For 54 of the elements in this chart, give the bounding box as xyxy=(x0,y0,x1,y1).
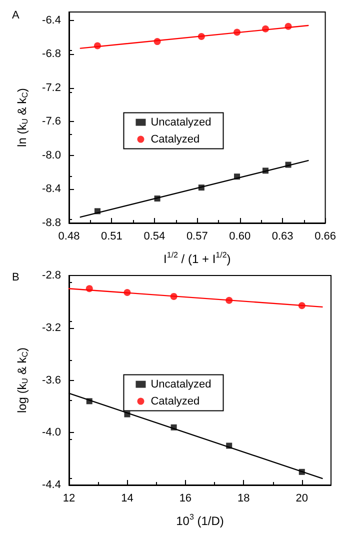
point xyxy=(86,285,93,292)
y-tick-label: -7.6 xyxy=(42,116,61,128)
point xyxy=(234,28,241,36)
y-tick-label: -8.0 xyxy=(42,149,61,162)
legend-label: Catalyzed xyxy=(150,395,200,408)
y-tick-label: -8.4 xyxy=(42,183,61,196)
y-axis-title: log (kU & kC) xyxy=(15,347,30,414)
x-tick-label: 0.48 xyxy=(58,230,80,242)
x-tick-label: 0.63 xyxy=(272,230,294,242)
point xyxy=(298,468,305,475)
point xyxy=(198,32,205,40)
point xyxy=(94,42,101,50)
y-tick-label: -6.4 xyxy=(42,14,61,26)
y-tick-label: -4.4 xyxy=(42,479,61,491)
y-tick-label: -8.8 xyxy=(42,217,61,229)
y-tick-label: -6.8 xyxy=(42,48,61,60)
y-axis-title: ln (kU & kC) xyxy=(15,88,30,147)
y-tick-label: -3.6 xyxy=(42,374,61,386)
point xyxy=(262,25,269,32)
point xyxy=(170,292,178,300)
point xyxy=(226,296,233,304)
point xyxy=(234,174,240,180)
point xyxy=(124,289,131,296)
x-tick-label: 0.54 xyxy=(144,230,166,242)
x-tick-label: 16 xyxy=(179,492,192,504)
point xyxy=(154,196,160,202)
y-tick-label: -3.2 xyxy=(42,322,61,334)
x-tick-label: 0.60 xyxy=(229,230,251,242)
point xyxy=(124,411,130,418)
x-tick-label: 0.66 xyxy=(314,230,336,242)
y-tick-label: -7.2 xyxy=(42,82,61,94)
point xyxy=(285,162,292,168)
x-tick-label: 0.51 xyxy=(101,230,122,242)
point xyxy=(284,22,292,30)
x-tick-label: 0.57 xyxy=(186,230,208,242)
point xyxy=(170,424,177,430)
x-tick-label: 14 xyxy=(121,492,134,504)
legend-label: Catalyzed xyxy=(150,133,200,146)
point xyxy=(226,442,232,449)
x-tick-label: 12 xyxy=(62,492,76,504)
point xyxy=(154,38,161,46)
point xyxy=(298,302,306,310)
text: B xyxy=(12,272,20,284)
legend-label: Uncatalyzed xyxy=(150,116,212,128)
point xyxy=(262,168,268,174)
point xyxy=(86,398,92,404)
legend-label: Uncatalyzed xyxy=(150,378,212,390)
point xyxy=(94,208,100,214)
point xyxy=(198,184,204,191)
x-tick-label: 20 xyxy=(296,492,308,504)
x-tick-label: 18 xyxy=(238,492,250,504)
text: A xyxy=(12,10,20,22)
y-tick-label: -4.0 xyxy=(42,426,61,439)
y-tick-label: -2.8 xyxy=(42,270,61,282)
